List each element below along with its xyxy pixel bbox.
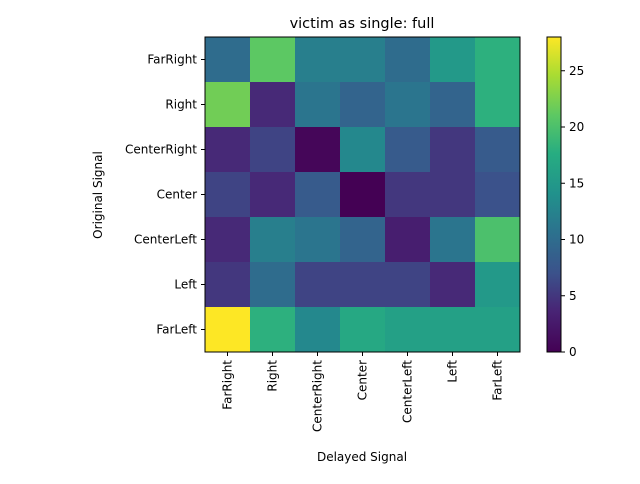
heatmap-cell (205, 37, 251, 83)
heatmap-cell (475, 127, 521, 173)
heatmap-cell (250, 127, 296, 173)
heatmap-cell (475, 82, 521, 128)
heatmap-cell (205, 307, 251, 353)
heatmap-cell (430, 82, 476, 128)
y-axis-ticks: FarRight Right CenterRight Center CenterLeft… (125, 53, 205, 337)
heatmap-cell (385, 217, 431, 263)
colorbar-tick-label: 5 (569, 289, 577, 303)
heatmap-cell (295, 172, 341, 218)
heatmap-cell (295, 217, 341, 263)
heatmap-cell (295, 307, 341, 353)
heatmap-cell (205, 127, 251, 173)
x-tick-label: Center (356, 360, 370, 400)
heatmap-cell (430, 127, 476, 173)
heatmap-cell (250, 82, 296, 128)
x-tick-label: FarLeft (491, 360, 505, 401)
heatmap-cell (475, 307, 521, 353)
heatmap-cell (205, 82, 251, 128)
heatmap-cell (475, 217, 521, 263)
y-tick-label: FarRight (147, 53, 197, 67)
heatmap-cell (250, 307, 296, 353)
colorbar-tick-label: 10 (569, 233, 584, 247)
colorbar-ticks: 0 5 10 15 20 25 (561, 64, 584, 359)
x-tick-label: CenterLeft (401, 360, 415, 423)
colorbar-tick-label: 20 (569, 120, 584, 134)
heatmap-cell (340, 217, 386, 263)
y-tick-label: Center (157, 188, 197, 202)
colorbar-tick-label: 0 (569, 345, 577, 359)
heatmap-cell (430, 262, 476, 308)
y-tick-label: CenterRight (125, 143, 197, 157)
colorbar-tick-label: 15 (569, 176, 584, 190)
heatmap-cell (295, 127, 341, 173)
heatmap-cell (385, 127, 431, 173)
heatmap-cell (340, 37, 386, 83)
heatmap-cell (250, 217, 296, 263)
heatmap-cell (295, 37, 341, 83)
heatmap-cell (385, 37, 431, 83)
heatmap-cell (430, 307, 476, 353)
heatmap-cell (475, 172, 521, 218)
heatmap-cell (430, 217, 476, 263)
heatmap-cell (430, 37, 476, 83)
x-axis-label: Delayed Signal (317, 450, 407, 464)
x-tick-label: FarRight (221, 360, 235, 410)
y-tick-label: CenterLeft (134, 233, 197, 247)
heatmap-cell (430, 172, 476, 218)
x-tick-label: CenterRight (311, 360, 325, 432)
heatmap-cell (475, 262, 521, 308)
heatmap-cell (250, 37, 296, 83)
y-tick-label: Right (165, 98, 197, 112)
heatmap-cell (340, 262, 386, 308)
heatmap-cell (205, 262, 251, 308)
heatmap-cell (385, 307, 431, 353)
heatmap-cell (205, 217, 251, 263)
x-axis-ticks: FarRight Right CenterRight Center CenterLeft… (221, 352, 505, 432)
heatmap-cell (295, 82, 341, 128)
heatmap-cell (295, 262, 341, 308)
y-tick-label: Left (174, 278, 197, 292)
heatmap-cell (385, 262, 431, 308)
heatmap-cell (340, 82, 386, 128)
heatmap-cell (340, 307, 386, 353)
heatmap-cell (250, 262, 296, 308)
colorbar (546, 36, 562, 353)
heatmap-cell (475, 37, 521, 83)
heatmap-cell (340, 172, 386, 218)
y-tick-label: FarLeft (156, 323, 197, 337)
x-tick-label: Right (266, 360, 280, 392)
y-axis-label: Original Signal (91, 151, 105, 239)
heatmap-cell (385, 82, 431, 128)
heatmap-cell (250, 172, 296, 218)
x-tick-label: Left (446, 360, 460, 383)
chart-title: victim as single: full (290, 16, 435, 32)
heatmap-cell (340, 127, 386, 173)
heatmap-cells (205, 37, 521, 353)
heatmap-cell (205, 172, 251, 218)
heatmap-cell (385, 172, 431, 218)
colorbar-tick-label: 25 (569, 64, 584, 78)
